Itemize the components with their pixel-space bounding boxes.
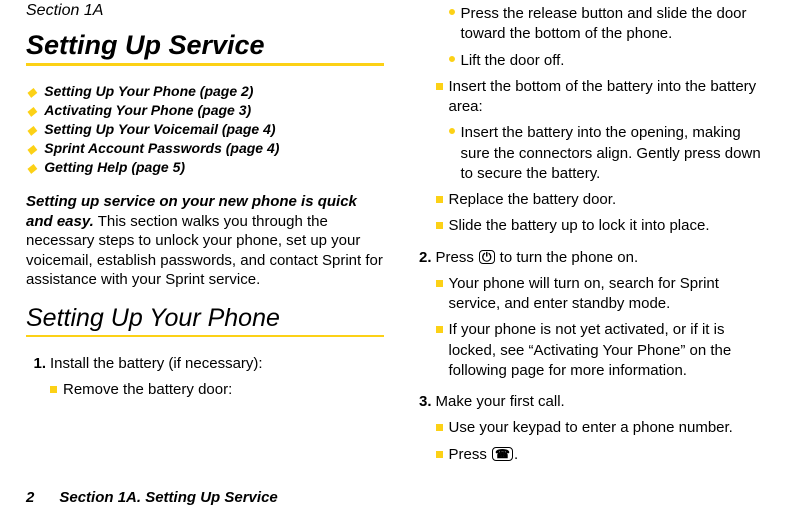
step-number: 3. bbox=[412, 392, 432, 412]
detail-item: Insert the battery into the opening, mak… bbox=[449, 123, 770, 184]
page-title: Setting Up Service bbox=[26, 30, 384, 61]
substep-item: Use your keypad to enter a phone number. bbox=[436, 418, 770, 438]
substep-item: Remove the battery door: bbox=[50, 380, 384, 400]
detail-item: Press the release button and slide the d… bbox=[449, 4, 770, 45]
toc-item[interactable]: ◆ Getting Help (page 5) bbox=[26, 159, 384, 175]
diamond-icon: ◆ bbox=[27, 124, 36, 136]
heading-rule bbox=[26, 335, 384, 337]
substep-text: Insert the bottom of the battery into th… bbox=[449, 77, 770, 118]
substep-text: Press ☎. bbox=[449, 445, 519, 465]
step-text: Press ⏻ to turn the phone on. bbox=[436, 248, 639, 268]
diamond-icon: ◆ bbox=[27, 105, 36, 117]
toc-item[interactable]: ◆ Setting Up Your Phone (page 2) bbox=[26, 83, 384, 99]
toc-item[interactable]: ◆ Activating Your Phone (page 3) bbox=[26, 102, 384, 118]
substep-item: Press ☎. bbox=[436, 445, 770, 465]
end-key-icon: ⏻ bbox=[479, 250, 495, 264]
detail-item: Lift the door off. bbox=[449, 51, 770, 71]
step-item: 1. Install the battery (if necessary): bbox=[26, 354, 384, 374]
substep-item: Replace the battery door. bbox=[436, 190, 770, 210]
substep-text: Replace the battery door. bbox=[449, 190, 617, 210]
toc-label: Getting Help (page 5) bbox=[44, 159, 185, 175]
footer-label: Section 1A. Setting Up Service bbox=[59, 489, 277, 506]
section-label: Section 1A bbox=[26, 2, 384, 20]
toc-label: Setting Up Your Voicemail (page 4) bbox=[44, 121, 275, 137]
page-number: 2 bbox=[26, 489, 34, 506]
toc-label: Activating Your Phone (page 3) bbox=[44, 102, 251, 118]
detail-text: Lift the door off. bbox=[461, 51, 565, 71]
substep-text: Your phone will turn on, search for Spri… bbox=[449, 274, 770, 315]
intro-paragraph: Setting up service on your new phone is … bbox=[26, 192, 384, 290]
toc-label: Setting Up Your Phone (page 2) bbox=[44, 83, 253, 99]
toc-item[interactable]: ◆ Setting Up Your Voicemail (page 4) bbox=[26, 121, 384, 137]
step-number: 1. bbox=[26, 354, 46, 374]
step-text: Make your first call. bbox=[436, 392, 565, 412]
toc-label: Sprint Account Passwords (page 4) bbox=[44, 140, 279, 156]
substep-item: Insert the bottom of the battery into th… bbox=[436, 77, 770, 118]
substep-text: Use your keypad to enter a phone number. bbox=[449, 418, 733, 438]
step-number: 2. bbox=[412, 248, 432, 268]
detail-text: Press the release button and slide the d… bbox=[461, 4, 770, 45]
title-rule bbox=[26, 63, 384, 66]
step-item: 3. Make your first call. bbox=[412, 392, 770, 412]
step-text: Install the battery (if necessary): bbox=[50, 354, 263, 374]
talk-key-icon: ☎ bbox=[492, 447, 513, 461]
step-item: 2. Press ⏻ to turn the phone on. bbox=[412, 248, 770, 268]
toc-list: ◆ Setting Up Your Phone (page 2) ◆ Activ… bbox=[26, 80, 384, 178]
section-heading: Setting Up Your Phone bbox=[26, 304, 384, 333]
substep-item: If your phone is not yet activated, or i… bbox=[436, 320, 770, 381]
substep-item: Slide the battery up to lock it into pla… bbox=[436, 216, 770, 236]
detail-text: Insert the battery into the opening, mak… bbox=[461, 123, 770, 184]
substep-text: Remove the battery door: bbox=[63, 380, 232, 400]
substep-text: Slide the battery up to lock it into pla… bbox=[449, 216, 710, 236]
substep-text: If your phone is not yet activated, or i… bbox=[449, 320, 770, 381]
diamond-icon: ◆ bbox=[27, 86, 36, 98]
diamond-icon: ◆ bbox=[27, 143, 36, 155]
toc-item[interactable]: ◆ Sprint Account Passwords (page 4) bbox=[26, 140, 384, 156]
substep-item: Your phone will turn on, search for Spri… bbox=[436, 274, 770, 315]
page-footer: 2 Section 1A. Setting Up Service bbox=[26, 489, 278, 506]
diamond-icon: ◆ bbox=[27, 162, 36, 174]
